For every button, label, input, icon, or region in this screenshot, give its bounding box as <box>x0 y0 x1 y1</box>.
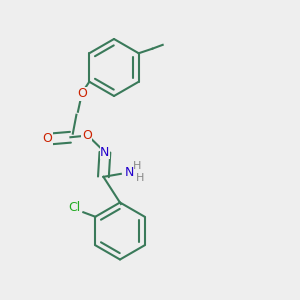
Text: O: O <box>42 132 52 145</box>
Text: O: O <box>82 129 92 142</box>
Text: N: N <box>125 166 134 179</box>
Text: H: H <box>136 173 144 183</box>
Text: O: O <box>77 87 87 100</box>
Text: H: H <box>133 161 141 171</box>
Text: N: N <box>100 146 110 159</box>
Text: Cl: Cl <box>68 201 80 214</box>
